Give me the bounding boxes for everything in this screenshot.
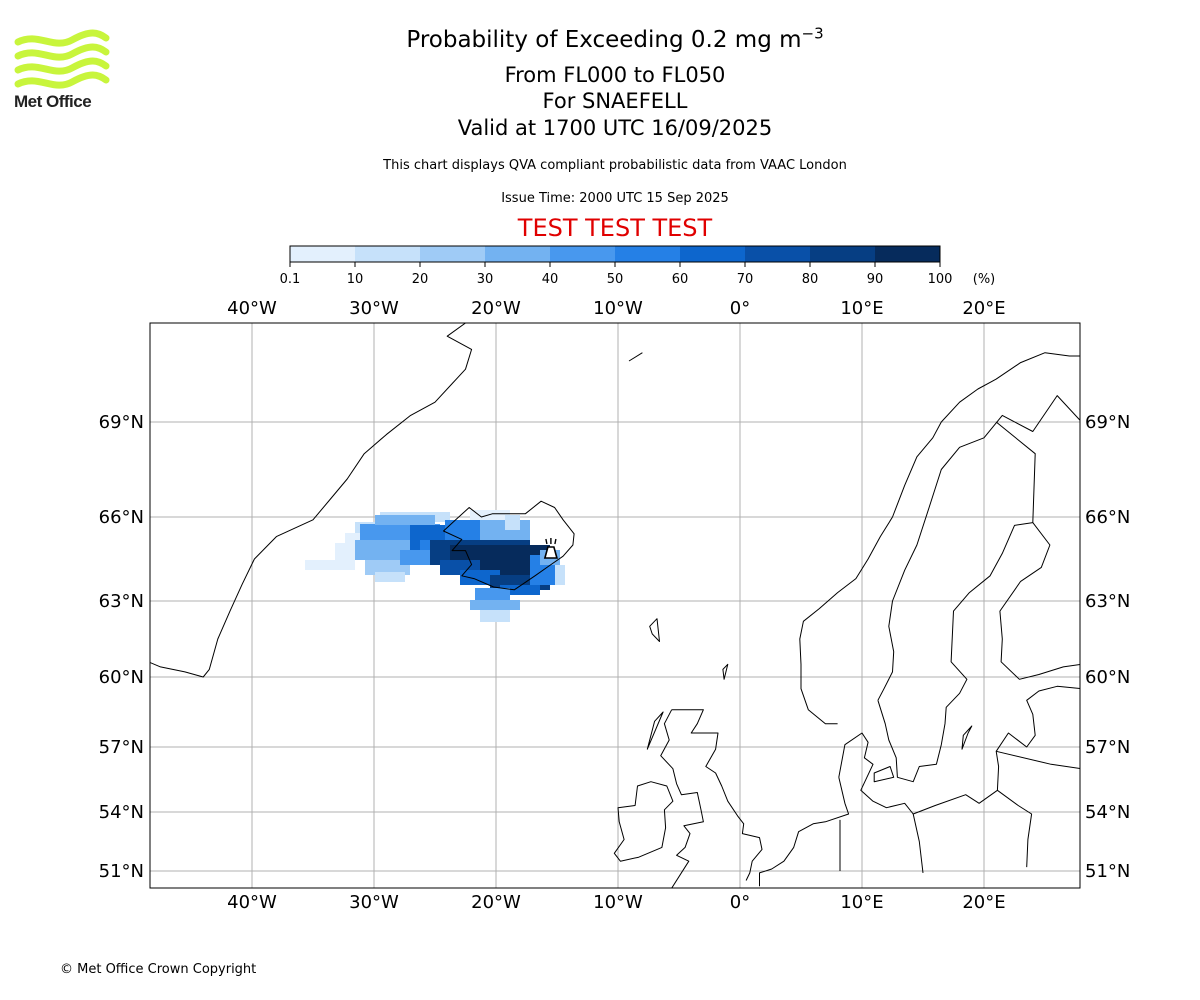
colorbar-tick-label: 20 — [412, 272, 429, 287]
colorbar-cell — [355, 246, 420, 262]
probability-cell — [480, 610, 510, 622]
title-superscript: −3 — [801, 24, 824, 43]
colorbar-cell — [550, 246, 615, 262]
probability-map: 40°W 30°W 20°W 10°W 0° 10°E 20°E 40°W 30°W 20°W 1… — [99, 298, 1131, 913]
latitude-label-left: 57°N — [99, 737, 144, 758]
longitude-label-bottom: 20°E — [962, 892, 1005, 913]
met-office-logo-icon — [14, 29, 110, 89]
issue-time: Issue Time: 2000 UTC 15 Sep 2025 — [501, 191, 729, 206]
colorbar-cell — [485, 246, 550, 262]
colorbar-tick-label: 30 — [477, 272, 494, 287]
coastline — [150, 323, 473, 678]
coastline — [877, 395, 1080, 701]
colorbar-tick-label: 70 — [737, 272, 754, 287]
coastline — [912, 813, 924, 873]
coastline — [613, 781, 674, 862]
longitude-label-top: 10°E — [840, 298, 883, 319]
data-source-note: This chart displays QVA compliant probab… — [383, 158, 847, 173]
longitude-label-bottom: 10°W — [593, 892, 643, 913]
colorbar-tick-label: 90 — [867, 272, 884, 287]
longitude-label-top: 10°W — [593, 298, 643, 319]
longitude-label-bottom: 0° — [730, 892, 750, 913]
coastline — [799, 352, 1080, 725]
latitude-label-left: 63°N — [99, 591, 144, 612]
copyright-notice: © Met Office Crown Copyright — [60, 962, 257, 977]
latitude-label-right: 57°N — [1085, 737, 1130, 758]
probability-cell — [445, 520, 485, 540]
latitude-label-left: 69°N — [99, 412, 144, 433]
latitude-label-right: 66°N — [1085, 507, 1130, 528]
volcano-line: For SNAEFELL — [542, 89, 688, 113]
coastline — [646, 711, 664, 750]
probability-cell — [470, 510, 510, 520]
colorbar-cell — [290, 246, 355, 262]
longitude-label-bottom: 10°E — [840, 892, 883, 913]
coastline — [722, 663, 729, 680]
colorbar-cell — [810, 246, 875, 262]
longitude-label-bottom: 20°W — [471, 892, 521, 913]
coastline — [671, 709, 763, 881]
colorbar-cell — [875, 246, 940, 262]
coastline — [997, 789, 1033, 868]
latitude-label-left: 51°N — [99, 861, 144, 882]
latitude-label-right: 51°N — [1085, 861, 1130, 882]
colorbar-tick-label: 40 — [542, 272, 559, 287]
latitude-label-right: 60°N — [1085, 667, 1130, 688]
colorbar-tick-label: 0.1 — [280, 272, 301, 287]
coastline — [649, 618, 660, 642]
colorbar-cell — [420, 246, 485, 262]
met-office-logo-text: Met Office — [14, 92, 92, 111]
longitude-label-top: 30°W — [349, 298, 399, 319]
coastline — [759, 777, 850, 887]
longitude-label-bottom: 40°W — [227, 892, 277, 913]
colorbar-cell — [745, 246, 810, 262]
coastline — [995, 421, 1036, 523]
probability-cell — [500, 585, 540, 595]
probability-cell — [365, 560, 410, 575]
flight-level-range: From FL000 to FL050 — [504, 63, 726, 87]
colorbar-cell — [615, 246, 680, 262]
longitude-label-top: 20°W — [471, 298, 521, 319]
probability-cell — [305, 560, 355, 570]
colorbar-cell — [680, 246, 745, 262]
coastline — [443, 500, 575, 591]
colorbar-tick-label: 60 — [672, 272, 689, 287]
valid-time: Valid at 1700 UTC 16/09/2025 — [457, 116, 773, 140]
coastline — [996, 750, 1080, 769]
latitude-label-right: 54°N — [1085, 802, 1130, 823]
colorbar-unit: (%) — [973, 272, 996, 287]
chart-title: Probability of Exceeding 0.2 mg m−3 — [406, 24, 824, 53]
colorbar-tick-label: 50 — [607, 272, 624, 287]
latitude-label-right: 63°N — [1085, 591, 1130, 612]
longitude-label-bottom: 30°W — [349, 892, 399, 913]
latitude-label-left: 66°N — [99, 507, 144, 528]
coastline — [999, 522, 1080, 680]
probability-cell — [555, 565, 565, 585]
coastline — [838, 685, 1080, 815]
coastline — [660, 709, 704, 888]
test-banner: TEST TEST TEST — [517, 214, 713, 242]
latitude-label-left: 60°N — [99, 667, 144, 688]
probability-cell — [375, 515, 435, 525]
coastline — [628, 352, 643, 362]
probability-colorbar: 0.1 10 20 30 40 50 60 70 80 90 100 (%) — [280, 245, 996, 287]
probability-cell — [470, 600, 520, 610]
volcano-marker-icon — [543, 538, 558, 559]
longitude-label-top: 20°E — [962, 298, 1005, 319]
probability-cell — [375, 572, 405, 582]
latitude-label-left: 54°N — [99, 802, 144, 823]
latitude-label-right: 69°N — [1085, 412, 1130, 433]
colorbar-tick-label: 100 — [928, 272, 953, 287]
probability-cell — [475, 588, 510, 600]
longitude-label-top: 40°W — [227, 298, 277, 319]
coastline — [877, 522, 1033, 783]
probability-cell — [505, 515, 520, 530]
colorbar-tick-label: 80 — [802, 272, 819, 287]
coastline — [961, 725, 973, 750]
coastline — [873, 766, 895, 783]
colorbar-tick-label: 10 — [347, 272, 364, 287]
longitude-label-top: 0° — [730, 298, 750, 319]
